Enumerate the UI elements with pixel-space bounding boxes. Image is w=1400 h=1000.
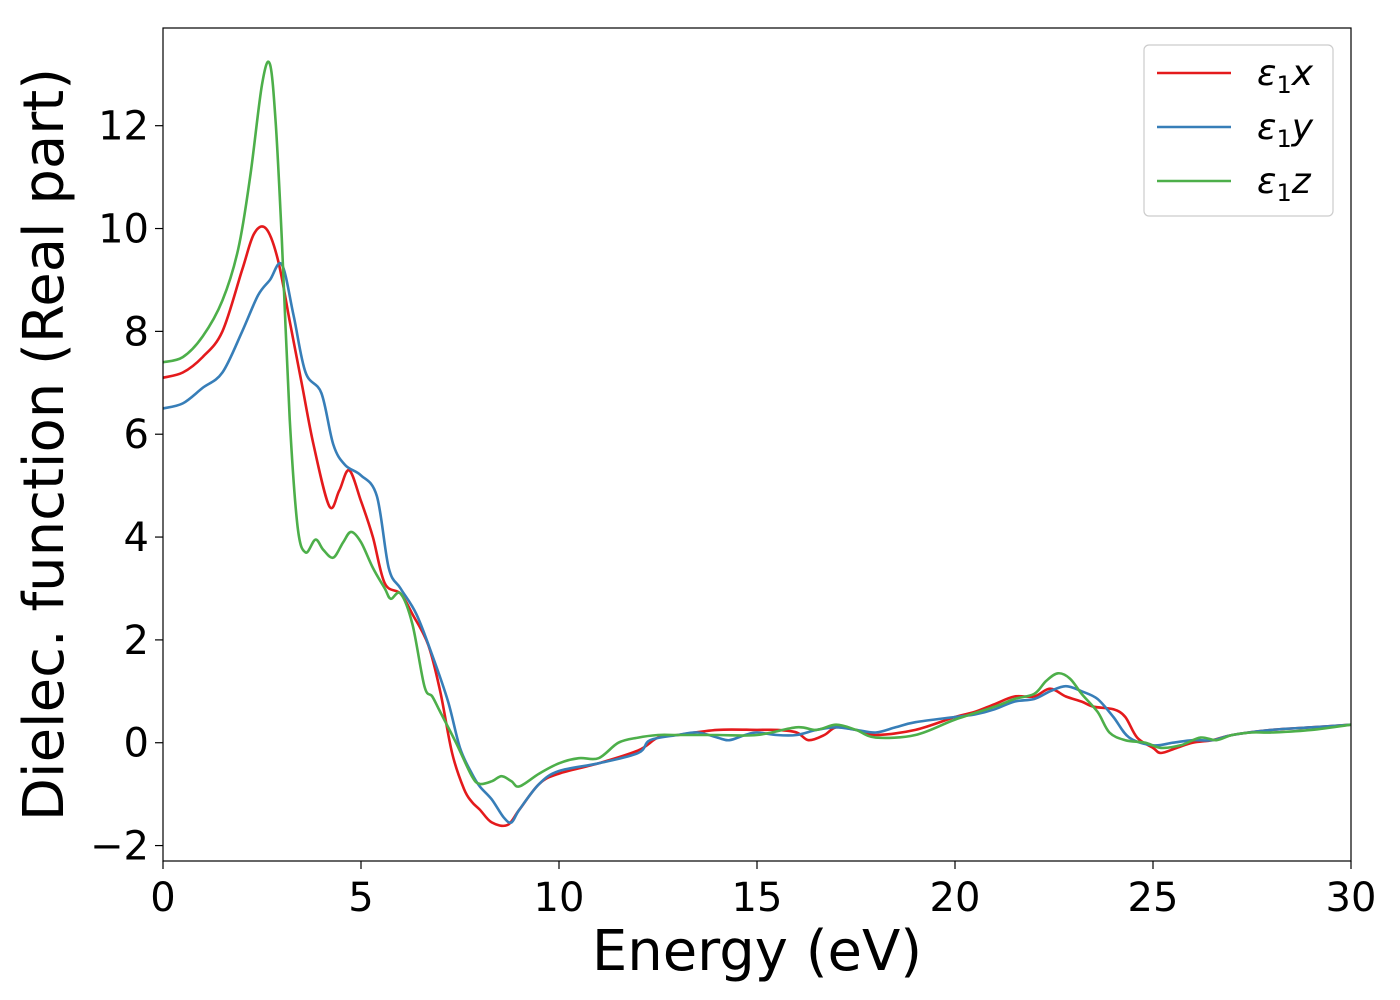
x-tick-label: 20	[930, 875, 981, 921]
x-axis-title: Energy (eV)	[592, 919, 922, 984]
y-tick-label: 12	[98, 104, 149, 150]
y-axis-ticks: −2 0 2 4 6 8 10 12	[90, 104, 163, 870]
y-tick-label: 2	[124, 618, 149, 664]
x-tick-label: 5	[348, 875, 373, 921]
legend: ε1x ε1y ε1z	[1143, 44, 1334, 217]
legend-box	[1143, 44, 1334, 217]
legend-label-z: ε1z	[1257, 161, 1312, 207]
x-tick-label: 15	[732, 875, 783, 921]
legend-label-x: ε1x	[1257, 53, 1314, 99]
series-line-z	[162, 60, 1352, 788]
legend-label-y: ε1y	[1257, 107, 1314, 153]
y-axis-title: Dielec. function (Real part)	[12, 68, 77, 821]
y-tick-label: 0	[124, 721, 149, 767]
y-tick-label: 8	[124, 309, 149, 355]
y-tick-label: 10	[98, 207, 149, 253]
x-tick-label: 25	[1128, 875, 1179, 921]
x-tick-label: 0	[150, 875, 175, 921]
y-tick-label: 6	[124, 412, 149, 458]
y-tick-label: −2	[90, 824, 149, 870]
x-tick-label: 30	[1326, 875, 1377, 921]
y-tick-label: 4	[124, 515, 149, 561]
x-tick-label: 10	[534, 875, 585, 921]
series-layer	[162, 60, 1352, 828]
x-axis-ticks: 0 5 10 15 20 25 30	[150, 861, 1376, 921]
